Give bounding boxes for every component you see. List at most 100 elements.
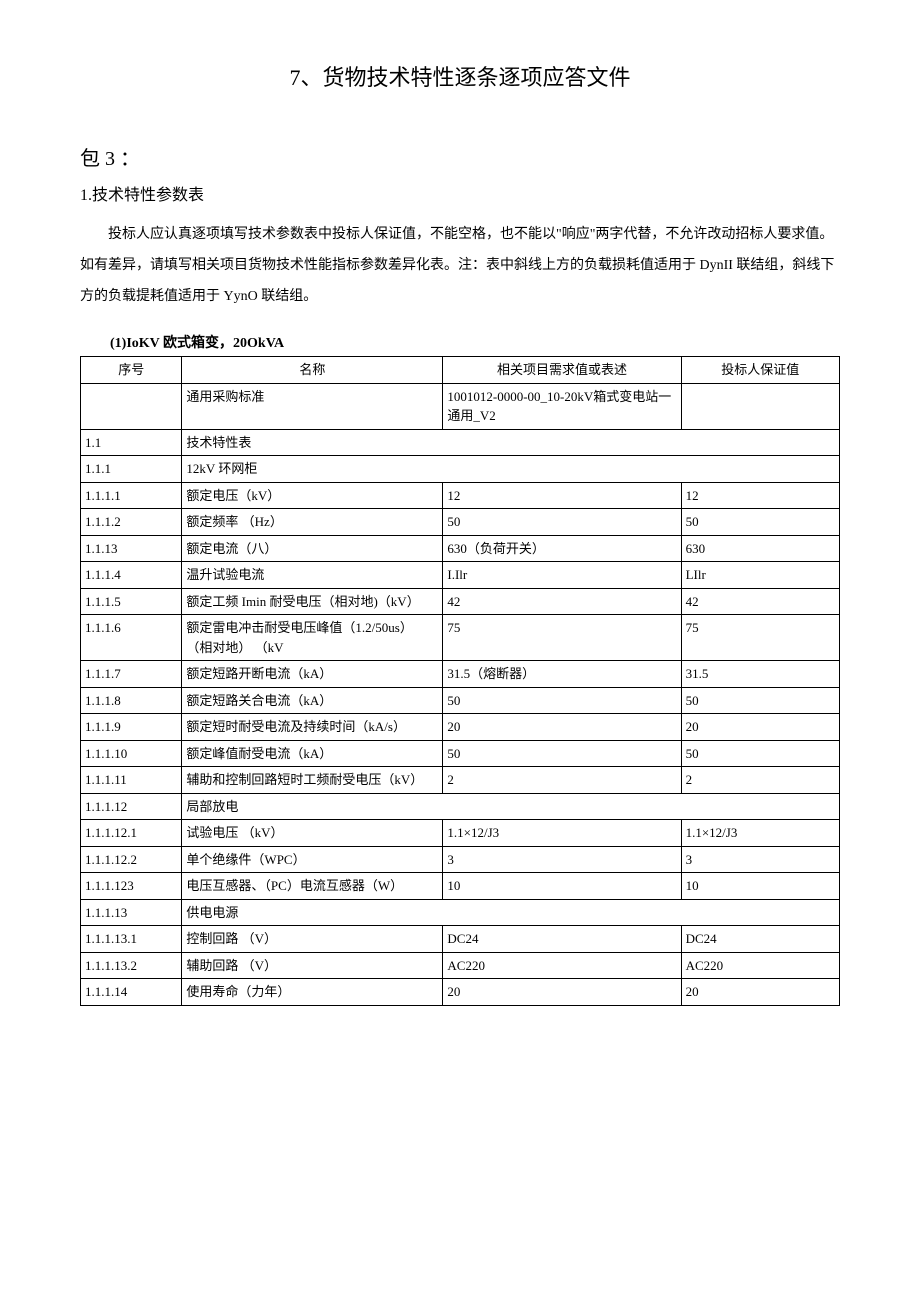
cell-bid: 50	[681, 509, 839, 536]
cell-bid: 3	[681, 846, 839, 873]
cell-seq: 1.1.1.13	[81, 899, 182, 926]
table-row: 1.1.1.6额定雷电冲击耐受电压峰值（1.2/50us） （相对地） （kV7…	[81, 615, 840, 661]
cell-seq: 1.1.1.10	[81, 740, 182, 767]
cell-name: 辅助回路 （V）	[182, 952, 443, 979]
cell-seq: 1.1.1.5	[81, 588, 182, 615]
cell-seq: 1.1.1.4	[81, 562, 182, 589]
cell-name: 额定短路开断电流（kA）	[182, 661, 443, 688]
table-row: 1.1.1.13供电电源	[81, 899, 840, 926]
cell-name: 额定电流（八）	[182, 535, 443, 562]
cell-seq: 1.1.1.12.2	[81, 846, 182, 873]
cell-name: 单个绝缘件（WPC）	[182, 846, 443, 873]
cell-seq: 1.1.1.14	[81, 979, 182, 1006]
cell-name: 电压互感器、（PC）电流互感器（W）	[182, 873, 443, 900]
cell-req: DC24	[443, 926, 681, 953]
cell-req: 50	[443, 509, 681, 536]
cell-seq: 1.1.1.8	[81, 687, 182, 714]
cell-bid: 75	[681, 615, 839, 661]
table-row: 1.1.1.11辅助和控制回路短时工频耐受电压（kV）22	[81, 767, 840, 794]
cell-req: 1001012-0000-00_10-20kV箱式变电站一通用_V2	[443, 383, 681, 429]
cell-req: 12	[443, 482, 681, 509]
table-row: 1.1.13额定电流（八）630（负荷开关）630	[81, 535, 840, 562]
cell-req: 630（负荷开关）	[443, 535, 681, 562]
cell-bid: 630	[681, 535, 839, 562]
cell-name: 额定雷电冲击耐受电压峰值（1.2/50us） （相对地） （kV	[182, 615, 443, 661]
table-row: 1.1.1.14使用寿命（力年）2020	[81, 979, 840, 1006]
cell-bid: DC24	[681, 926, 839, 953]
cell-req: 1.1×12/J3	[443, 820, 681, 847]
header-bid: 投标人保证值	[681, 357, 839, 384]
table-row: 1.1.1.5额定工频 Imin 耐受电压（相对地)（kV）4242	[81, 588, 840, 615]
spec-table: 序号 名称 相关项目需求值或表述 投标人保证值 通用采购标准1001012-00…	[80, 356, 840, 1006]
cell-seq: 1.1.1.2	[81, 509, 182, 536]
table-row: 1.1.1.7额定短路开断电流（kA）31.5（熔断器）31.5	[81, 661, 840, 688]
table-row: 1.1.1.8额定短路关合电流（kA）5050	[81, 687, 840, 714]
cell-req: 42	[443, 588, 681, 615]
cell-name: 试验电压 （kV）	[182, 820, 443, 847]
cell-name: 通用采购标准	[182, 383, 443, 429]
cell-req: I.Ilr	[443, 562, 681, 589]
cell-name: 额定短路关合电流（kA）	[182, 687, 443, 714]
cell-seq: 1.1.1	[81, 456, 182, 483]
cell-seq: 1.1.1.9	[81, 714, 182, 741]
cell-bid: 2	[681, 767, 839, 794]
header-name: 名称	[182, 357, 443, 384]
cell-bid: AC220	[681, 952, 839, 979]
table-row: 1.1.1.10额定峰值耐受电流（kA）5050	[81, 740, 840, 767]
cell-bid: 1.1×12/J3	[681, 820, 839, 847]
cell-name: 额定频率 （Hz）	[182, 509, 443, 536]
table-row: 1.1.1.2额定频率 （Hz）5050	[81, 509, 840, 536]
table-row: 1.1.1.12局部放电	[81, 793, 840, 820]
cell-bid: 31.5	[681, 661, 839, 688]
cell-name: 使用寿命（力年）	[182, 979, 443, 1006]
header-seq: 序号	[81, 357, 182, 384]
cell-req: 20	[443, 979, 681, 1006]
cell-bid: 42	[681, 588, 839, 615]
table-row: 1.1技术特性表	[81, 429, 840, 456]
cell-req: 10	[443, 873, 681, 900]
cell-seq: 1.1.1.1	[81, 482, 182, 509]
cell-bid: 20	[681, 979, 839, 1006]
table-row: 1.1.1.13.2辅助回路 （V）AC220AC220	[81, 952, 840, 979]
table-row: 1.1.1.123电压互感器、（PC）电流互感器（W）1010	[81, 873, 840, 900]
cell-req: AC220	[443, 952, 681, 979]
cell-name: 辅助和控制回路短时工频耐受电压（kV）	[182, 767, 443, 794]
table-row: 通用采购标准1001012-0000-00_10-20kV箱式变电站一通用_V2	[81, 383, 840, 429]
cell-seq: 1.1.1.123	[81, 873, 182, 900]
cell-seq: 1.1.1.6	[81, 615, 182, 661]
cell-bid: LIlr	[681, 562, 839, 589]
cell-bid: 20	[681, 714, 839, 741]
table-header-row: 序号 名称 相关项目需求值或表述 投标人保证值	[81, 357, 840, 384]
cell-bid	[681, 383, 839, 429]
cell-seq: 1.1.1.13.1	[81, 926, 182, 953]
cell-name: 控制回路 （V）	[182, 926, 443, 953]
cell-name: 额定工频 Imin 耐受电压（相对地)（kV）	[182, 588, 443, 615]
cell-seq: 1.1.13	[81, 535, 182, 562]
subsection-label: 1.技术特性参数表	[80, 181, 840, 205]
cell-name: 额定电压（kV）	[182, 482, 443, 509]
cell-req: 3	[443, 846, 681, 873]
section-label: 包 3 ：	[80, 142, 840, 171]
cell-seq	[81, 383, 182, 429]
cell-name: 技术特性表	[182, 429, 840, 456]
cell-bid: 10	[681, 873, 839, 900]
cell-seq: 1.1	[81, 429, 182, 456]
cell-req: 2	[443, 767, 681, 794]
document-title: 7、货物技术特性逐条逐项应答文件	[80, 60, 840, 92]
cell-bid: 50	[681, 740, 839, 767]
cell-name: 供电电源	[182, 899, 840, 926]
header-req: 相关项目需求值或表述	[443, 357, 681, 384]
cell-name: 局部放电	[182, 793, 840, 820]
cell-seq: 1.1.1.11	[81, 767, 182, 794]
table-row: 1.1.1.12.1试验电压 （kV）1.1×12/J31.1×12/J3	[81, 820, 840, 847]
cell-name: 12kV 环网柜	[182, 456, 840, 483]
cell-req: 20	[443, 714, 681, 741]
table-caption: (1)IoKV 欧式箱变，20OkVA	[110, 332, 840, 352]
table-row: 1.1.1.4温升试验电流I.IlrLIlr	[81, 562, 840, 589]
cell-req: 31.5（熔断器）	[443, 661, 681, 688]
table-row: 1.1.1.13.1控制回路 （V）DC24DC24	[81, 926, 840, 953]
intro-paragraph: 投标人应认真逐项填写技术参数表中投标人保证值，不能空格，也不能以"响应"两字代替…	[80, 220, 840, 312]
cell-name: 额定峰值耐受电流（kA）	[182, 740, 443, 767]
cell-req: 75	[443, 615, 681, 661]
cell-bid: 50	[681, 687, 839, 714]
